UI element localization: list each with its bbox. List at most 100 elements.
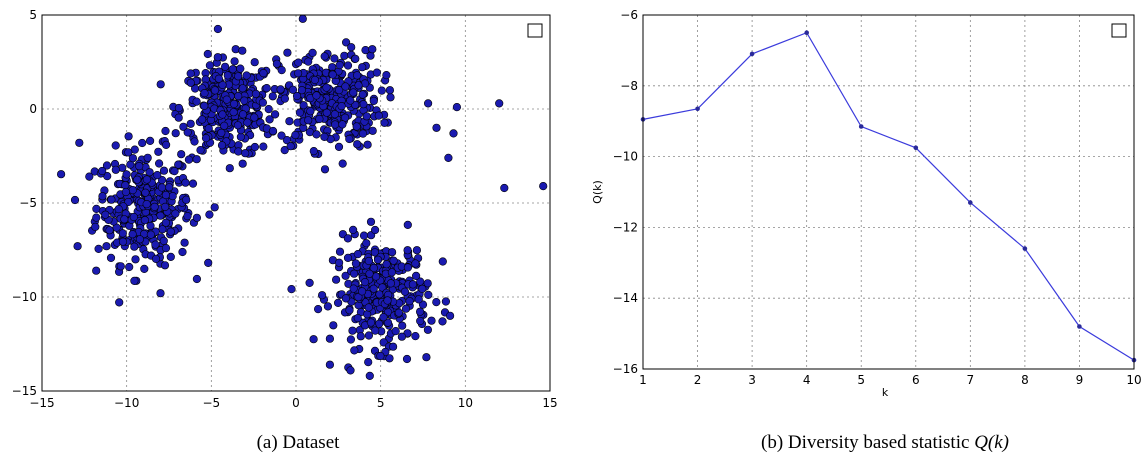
scatter-ytick-label: −5 [19, 196, 37, 210]
scatter-point [183, 212, 192, 221]
scatter-point [348, 326, 357, 335]
scatter-point [280, 146, 289, 155]
scatter-point [349, 284, 358, 293]
scatter-point [414, 295, 423, 304]
scatter-point [346, 335, 356, 344]
scatter-point [264, 104, 273, 114]
scatter-point [349, 88, 358, 97]
scatter-point [138, 138, 147, 148]
scatter-point [125, 262, 134, 272]
scatter-point [174, 160, 183, 169]
scatter-point [146, 221, 155, 230]
scatter-point [171, 129, 180, 138]
scatter-point [118, 237, 128, 246]
scatter-point [271, 110, 280, 119]
scatter-point [338, 120, 347, 129]
scatter-point [356, 332, 365, 341]
scatter-point [258, 98, 268, 107]
scatter-point [364, 303, 373, 312]
scatter-point [259, 68, 268, 78]
scatter-point [377, 86, 386, 95]
scatter-point [128, 186, 137, 195]
scatter-point [102, 242, 111, 251]
scatter-point [412, 271, 421, 281]
scatter-point [401, 304, 411, 313]
scatter-point [335, 258, 344, 267]
scatter-point [346, 96, 355, 105]
scatter-point [174, 113, 183, 122]
scatter-point [423, 279, 432, 288]
scatter-point [438, 257, 447, 266]
scatter-point [160, 261, 170, 270]
scatter-point [378, 283, 387, 292]
scatter-point [335, 85, 344, 95]
line-ticks: 1 2 3 4 5 6 7 8 9 10 −16 −14 −12 −10 −8 −6 [613, 8, 1142, 387]
line-xlabel: k [882, 386, 889, 399]
scatter-point [382, 70, 391, 80]
scatter-point [408, 280, 418, 289]
scatter-point [376, 351, 385, 361]
scatter-point [343, 253, 353, 262]
scatter-point [295, 108, 305, 117]
scatter-point [225, 164, 234, 173]
scatter-point [416, 307, 425, 316]
scatter-point [121, 187, 130, 197]
scatter-point [192, 155, 201, 164]
scatter-point [369, 284, 378, 293]
scatter-point [539, 182, 548, 191]
scatter-point [231, 45, 240, 54]
scatter-point [449, 129, 458, 138]
scatter-point [171, 209, 180, 218]
scatter-point [386, 93, 395, 102]
scatter-point [353, 71, 362, 80]
scatter-point [304, 116, 313, 125]
scatter-point [312, 130, 321, 139]
scatter-point [259, 142, 268, 151]
scatter-point [230, 57, 239, 66]
scatter-point [328, 70, 337, 79]
scatter-point [341, 271, 350, 280]
scatter-point [75, 138, 84, 147]
scatter-point [106, 253, 116, 262]
scatter-point [155, 159, 164, 168]
scatter-point [500, 183, 509, 193]
scatter-point [312, 91, 321, 100]
scatter-point [291, 130, 300, 140]
scatter-point [389, 342, 398, 351]
scatter-point [343, 61, 353, 70]
scatter-point [370, 248, 380, 257]
scatter-point [402, 354, 412, 364]
scatter-point [120, 215, 129, 224]
scatter-point [424, 99, 433, 108]
scatter-point [364, 331, 374, 340]
scatter-point [345, 134, 354, 144]
scatter-point [210, 86, 220, 95]
scatter-point [388, 248, 397, 257]
scatter-point [385, 354, 394, 363]
scatter-point [495, 99, 504, 108]
scatter-point [294, 69, 303, 78]
scatter-point [411, 259, 420, 268]
scatter-point [364, 256, 373, 266]
scatter-point [243, 118, 252, 127]
scatter-xtick-label: −5 [202, 396, 220, 410]
scatter-point [142, 200, 151, 209]
scatter-point [363, 140, 372, 149]
scatter-point [368, 126, 377, 135]
scatter-point [250, 58, 259, 67]
scatter-point [166, 252, 175, 261]
scatter-point [277, 65, 286, 75]
line-point [749, 51, 755, 57]
scatter-point [135, 162, 144, 171]
scatter-point [323, 302, 333, 311]
scatter-point [156, 80, 165, 89]
scatter-ytick-label: −15 [12, 384, 37, 398]
scatter-point [128, 230, 137, 239]
scatter-point [128, 154, 137, 163]
scatter-point [186, 78, 195, 87]
scatter-point [242, 71, 251, 80]
scatter-point [320, 52, 329, 61]
scatter-xtick-label: 15 [542, 396, 557, 410]
scatter-point [424, 290, 433, 300]
scatter-point [353, 140, 362, 149]
